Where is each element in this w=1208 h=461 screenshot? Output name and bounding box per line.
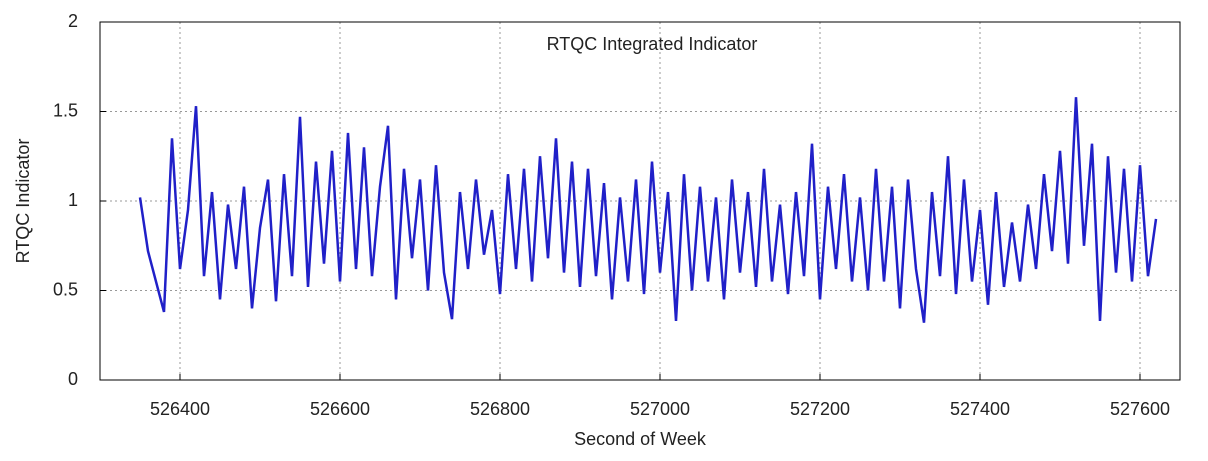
y-tick-label: 0 — [68, 369, 78, 389]
y-axis-label: RTQC Indicator — [13, 139, 33, 264]
x-axis-label: Second of Week — [574, 429, 707, 449]
y-tick-label: 2 — [68, 11, 78, 31]
x-tick-label: 527400 — [950, 399, 1010, 419]
x-tick-label: 526800 — [470, 399, 530, 419]
x-tick-label: 526400 — [150, 399, 210, 419]
y-tick-label: 0.5 — [53, 279, 78, 299]
y-tick-label: 1 — [68, 190, 78, 210]
data-line — [138, 97, 1158, 323]
x-tick-label: 526600 — [310, 399, 370, 419]
y-tick-label: 1.5 — [53, 100, 78, 120]
chart-title: RTQC Integrated Indicator — [547, 34, 758, 54]
x-tick-label: 527600 — [1110, 399, 1170, 419]
x-tick-label: 527000 — [630, 399, 690, 419]
x-tick-label: 527200 — [790, 399, 850, 419]
plot-frame — [99, 21, 1181, 381]
